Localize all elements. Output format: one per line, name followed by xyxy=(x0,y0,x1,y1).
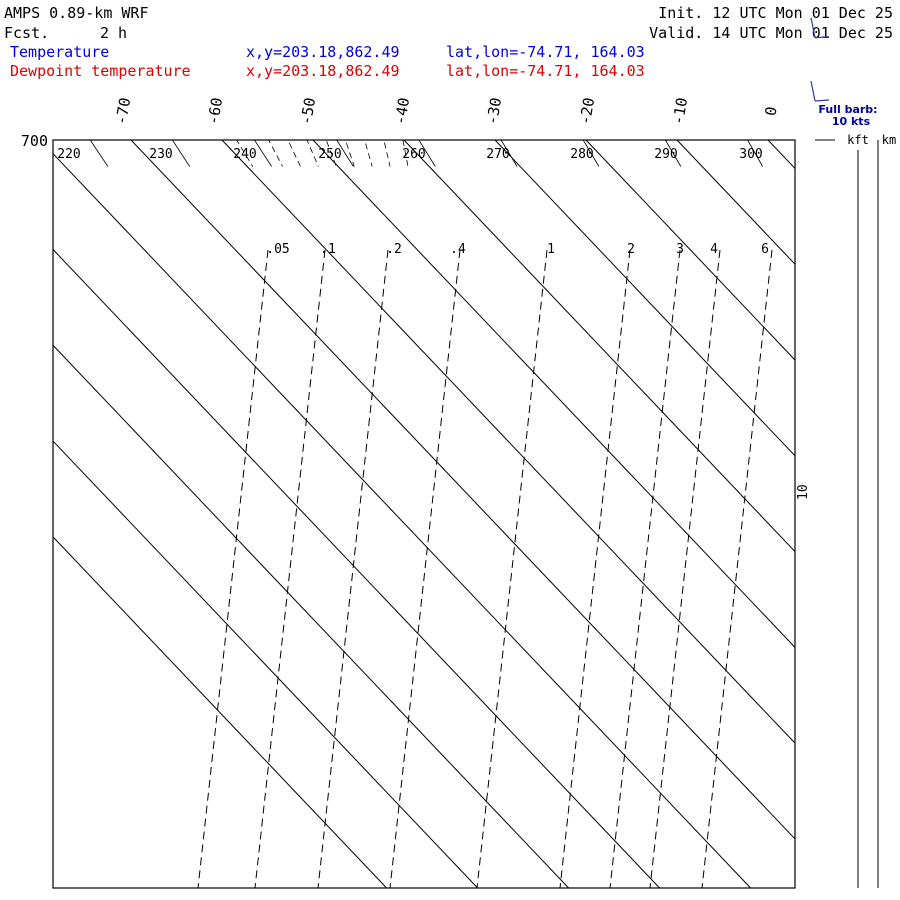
moist-adiabat xyxy=(364,140,373,167)
mixing-ratio-line xyxy=(254,249,326,888)
isotherm xyxy=(403,140,795,553)
mixing-ratio-label: 4 xyxy=(710,242,718,257)
pressure-tick-label: 700 xyxy=(21,132,48,150)
temperature-latlon: lat,lon=-74.71, 164.03 xyxy=(446,43,645,61)
isotherm xyxy=(859,140,900,888)
mixing-ratio-line xyxy=(701,249,773,888)
isotherm xyxy=(221,140,795,744)
barb-key-line1: Full barb: xyxy=(818,103,877,116)
isotherm xyxy=(585,140,795,361)
dewpoint-xy: x,y=203.18,862.49 xyxy=(246,62,400,80)
moist-adiabat xyxy=(402,140,409,167)
isotherm xyxy=(53,248,660,888)
dry-adiabat-label: 290 xyxy=(654,147,677,162)
mixing-ratio-line xyxy=(476,249,548,888)
mixing-ratio-label: 2 xyxy=(627,242,635,257)
isotherm xyxy=(312,140,795,649)
mixing-ratio-line xyxy=(559,249,631,888)
height-axis: 864202.1.0. xyxy=(857,140,879,888)
mixing-ratio-label: 1 xyxy=(547,242,555,257)
isotherm xyxy=(53,440,478,888)
isotherm-tick-label: -10 xyxy=(669,96,691,126)
isotherm-tick-label: -70 xyxy=(112,96,134,126)
isotherm-tick-label: -40 xyxy=(391,96,413,126)
isotherm-labels: -70 -60 -50 -40 -30 -20 -10 0 xyxy=(112,96,781,126)
moist-adiabat xyxy=(325,140,337,167)
barb-annotation: 10 xyxy=(796,484,811,500)
fcst-value: 2 h xyxy=(100,24,127,42)
wind-barb xyxy=(810,17,830,39)
isotherm xyxy=(767,140,795,170)
mixing-ratio-label: 6 xyxy=(761,242,769,257)
isotherm-tick-label: -60 xyxy=(204,96,226,126)
adiabat-and-mixing-ratio-labels: 220 230 240 250 260 270 280 290 300 .05 .1 .2 .4 1 2 3 4… xyxy=(57,147,769,257)
dry-adiabat-label: 260 xyxy=(402,147,425,162)
dewpoint-legend-label: Dewpoint temperature xyxy=(10,62,191,80)
mixing-ratio-label: 3 xyxy=(676,242,684,257)
plot-frame xyxy=(52,139,796,889)
moist-adiabat xyxy=(383,140,391,167)
pressure-axis-labels: 7008009001000 xyxy=(21,132,48,150)
dry-adiabat-label: 280 xyxy=(570,147,593,162)
barb-key-line2: 10 kts xyxy=(832,115,871,128)
wind-barb xyxy=(810,80,830,102)
dry-adiabat-label: 250 xyxy=(318,147,341,162)
valid-time: Valid. 14 UTC Mon 01 Dec 25 xyxy=(649,24,893,42)
kft-label: kft xyxy=(847,133,869,147)
moist-adiabat xyxy=(344,140,355,167)
isotherm xyxy=(53,152,751,888)
dewpoint-latlon: lat,lon=-74.71, 164.03 xyxy=(446,62,645,80)
isotherm-tick-label: -20 xyxy=(576,96,598,126)
isotherm-tick-label: 0 xyxy=(761,105,780,117)
km-label: km xyxy=(882,133,896,147)
fcst-label: Fcst. xyxy=(4,24,49,42)
mixing-ratio-label: .4 xyxy=(450,242,466,257)
wind-barb-column: 10 xyxy=(796,17,835,500)
mixing-ratio-label: .05 xyxy=(266,242,289,257)
mixing-ratio-line xyxy=(649,249,721,888)
mixing-ratio-label: .2 xyxy=(386,242,402,257)
dry-adiabat xyxy=(418,140,436,167)
dry-adiabat-label: 240 xyxy=(233,147,256,162)
dry-adiabat-label: 230 xyxy=(149,147,172,162)
isotherm xyxy=(130,140,795,840)
init-time: Init. 12 UTC Mon 01 Dec 25 xyxy=(658,4,893,22)
isotherm xyxy=(53,536,387,888)
isotherm xyxy=(494,140,795,457)
dry-adiabat-label: 300 xyxy=(739,147,762,162)
model-title: AMPS 0.89-km WRF xyxy=(4,4,149,22)
mixing-ratio-label: .1 xyxy=(320,242,336,257)
isotherm-tick-label: -30 xyxy=(483,96,505,126)
mixing-ratio-line xyxy=(389,249,461,888)
temperature-legend-label: Temperature xyxy=(10,43,109,61)
temperature-xy: x,y=203.18,862.49 xyxy=(246,43,400,61)
dry-adiabat-label: 270 xyxy=(486,147,509,162)
isotherm-tick-label: -50 xyxy=(297,96,319,126)
dry-adiabat-label: 220 xyxy=(57,147,80,162)
mixing-ratio-line xyxy=(609,249,681,888)
mixing-ratio-line xyxy=(317,249,389,888)
isotherm xyxy=(53,344,569,888)
mixing-ratio-line xyxy=(197,249,269,888)
